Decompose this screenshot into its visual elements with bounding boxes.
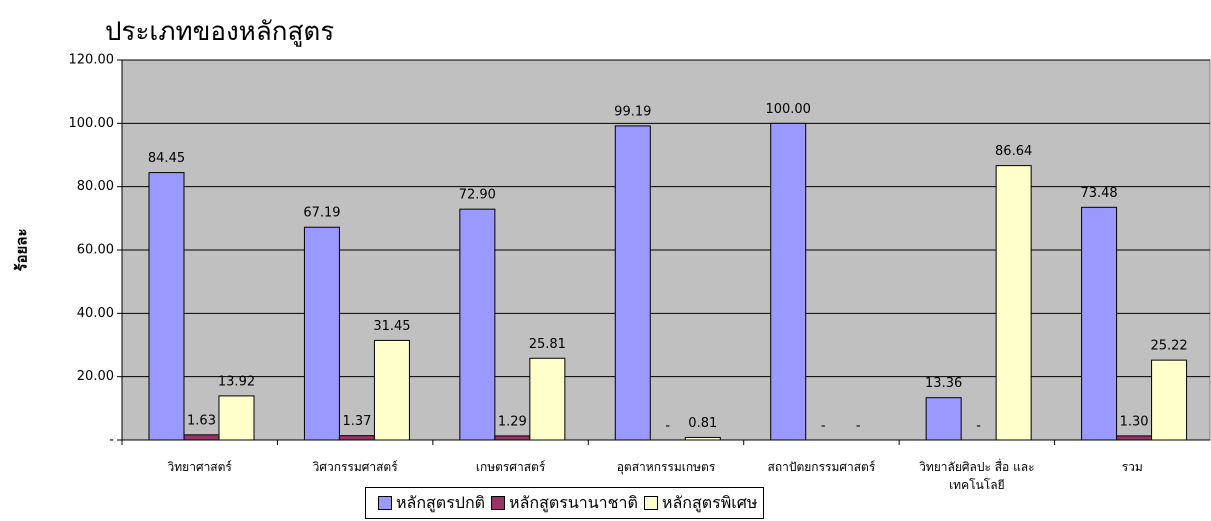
bar bbox=[1081, 206, 1118, 441]
data-label: 0.81 bbox=[688, 416, 717, 431]
y-tick-label: 20.00 bbox=[77, 369, 114, 384]
legend-label: หลักสูตรนานาชาติ bbox=[509, 492, 638, 512]
bar bbox=[1151, 359, 1188, 441]
data-label: 73.48 bbox=[1080, 186, 1117, 201]
y-axis-label: ร้อยละ bbox=[13, 228, 31, 271]
data-label: - bbox=[821, 419, 826, 434]
data-label: 25.81 bbox=[529, 337, 566, 352]
y-tick-label: - bbox=[109, 433, 114, 448]
legend-swatch bbox=[491, 496, 506, 510]
bar bbox=[218, 395, 255, 441]
legend-label: หลักสูตรพิเศษ bbox=[661, 492, 758, 512]
data-label: 72.90 bbox=[459, 188, 496, 203]
data-label: 86.64 bbox=[995, 144, 1032, 159]
legend-label: หลักสูตรปกติ bbox=[396, 492, 486, 512]
bar bbox=[1116, 435, 1153, 441]
x-tick-label: อุตสาหกรรมเกษตร bbox=[616, 460, 716, 474]
data-label: - bbox=[856, 419, 861, 434]
bar bbox=[925, 397, 962, 441]
data-label: 1.63 bbox=[187, 413, 216, 428]
legend: หลักสูตรปกติ หลักสูตรนานาชาติ หลักสูตรพิเศ… bbox=[365, 487, 765, 519]
x-tick-label: เกษตรศาสตร์ bbox=[475, 460, 546, 474]
bar bbox=[529, 357, 566, 441]
x-tick-label: วิทยาลัยศิลปะ สื่อ และเทคโนโลยี bbox=[919, 460, 1035, 492]
x-tick-label: วิศวกรรมศาสตร์ bbox=[312, 460, 398, 474]
bar bbox=[338, 435, 375, 441]
bar bbox=[995, 165, 1032, 441]
x-tick-label: รวม bbox=[1121, 460, 1143, 474]
bar bbox=[614, 125, 651, 441]
data-label: 1.30 bbox=[1120, 414, 1149, 429]
legend-swatch bbox=[643, 496, 658, 510]
bar bbox=[303, 226, 340, 441]
data-label: 13.36 bbox=[925, 376, 962, 391]
y-tick-label: 60.00 bbox=[77, 243, 114, 258]
y-tick-label: 100.00 bbox=[69, 116, 115, 131]
x-tick-label: วิทยาศาสตร์ bbox=[167, 460, 232, 474]
bar bbox=[770, 122, 807, 441]
bar bbox=[459, 208, 496, 441]
data-label: 67.19 bbox=[303, 206, 340, 221]
data-label: 99.19 bbox=[614, 104, 651, 119]
data-label: 31.45 bbox=[373, 319, 410, 334]
bar bbox=[148, 172, 185, 441]
bar bbox=[183, 434, 220, 441]
y-tick-label: 40.00 bbox=[77, 306, 114, 321]
data-label: 25.22 bbox=[1150, 339, 1187, 354]
data-label: 84.45 bbox=[148, 151, 185, 166]
data-label: 13.92 bbox=[218, 374, 255, 389]
data-label: 1.37 bbox=[342, 414, 371, 429]
bar bbox=[373, 339, 410, 441]
data-label: - bbox=[976, 419, 981, 434]
y-tick-label: 80.00 bbox=[77, 179, 114, 194]
x-tick-label: สถาปัตยกรรมศาสตร์ bbox=[767, 460, 876, 474]
data-label: - bbox=[665, 419, 670, 434]
y-tick-label: 120.00 bbox=[69, 53, 115, 68]
legend-swatch bbox=[378, 496, 392, 510]
data-label: 1.29 bbox=[498, 414, 527, 429]
data-label: 100.00 bbox=[765, 102, 811, 117]
bar bbox=[494, 435, 531, 441]
chart-title: ประเภทของหลักสูตร bbox=[105, 17, 334, 47]
